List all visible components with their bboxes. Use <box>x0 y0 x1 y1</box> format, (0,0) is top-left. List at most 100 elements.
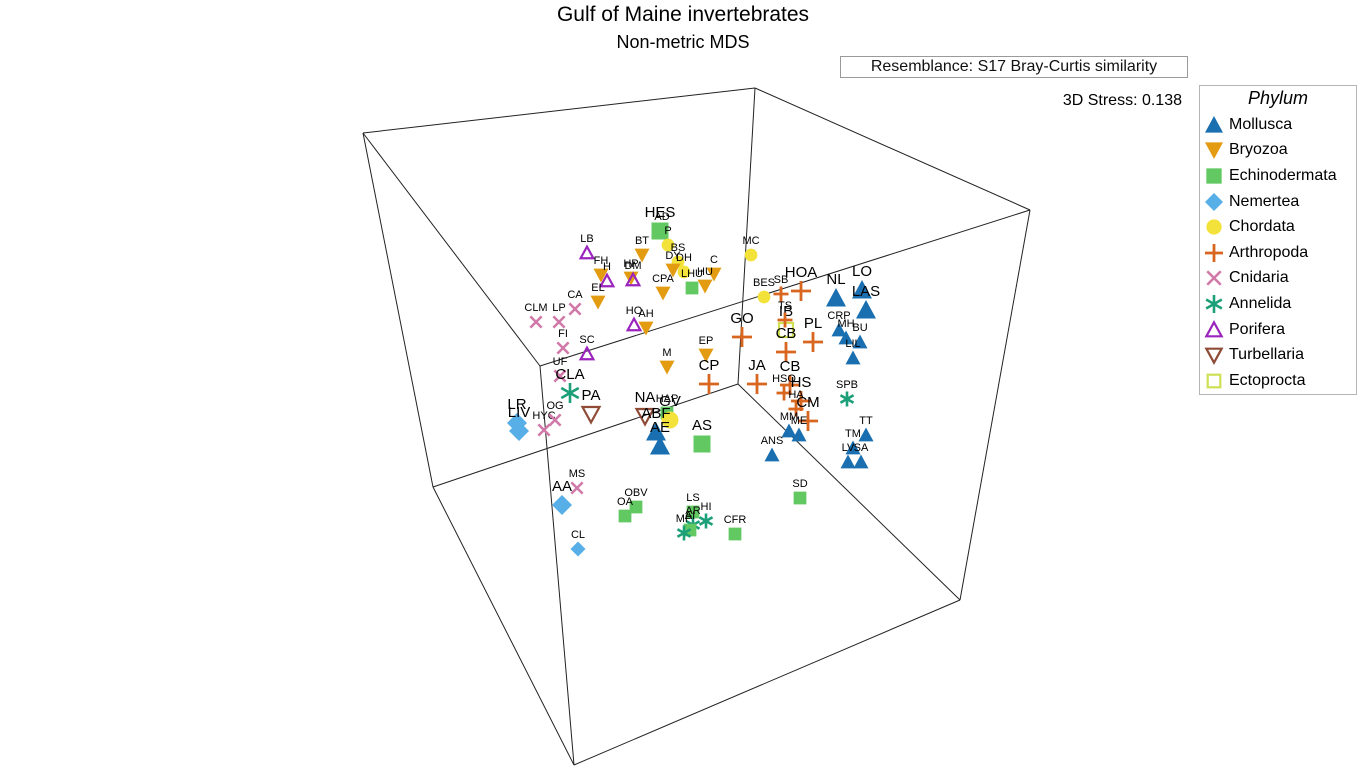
legend-item-porifera: Porifera <box>1200 317 1356 343</box>
legend-swatch-annelida <box>1205 294 1223 313</box>
point-hoa: HOA <box>785 264 817 301</box>
point-marker <box>552 495 572 515</box>
point-marker <box>578 244 596 260</box>
point-marker <box>777 312 793 328</box>
point-ls: LS <box>686 492 700 519</box>
point-marker <box>856 300 876 319</box>
point-marker <box>598 272 616 288</box>
point-label: FI <box>558 328 568 340</box>
point-marker <box>661 411 679 429</box>
point-clm: CLM <box>524 302 548 329</box>
point-label: TT <box>859 415 873 427</box>
point-marker <box>853 454 869 469</box>
point-marker <box>638 321 654 336</box>
point-label: SA <box>854 442 869 454</box>
chart-title: Gulf of Maine invertebrates <box>557 3 809 26</box>
point-obv: OBV <box>624 487 648 514</box>
point-label: ME <box>791 415 808 427</box>
point-label: UF <box>553 356 568 368</box>
legend-label-bryozoa: Bryozoa <box>1229 141 1288 159</box>
point-bes: BES <box>753 277 775 304</box>
point-marker <box>560 383 580 403</box>
cube-edge <box>539 209 1031 367</box>
point-label: LB <box>580 233 593 245</box>
point-label: AA <box>552 478 572 495</box>
point-label: DH <box>676 252 692 264</box>
point-marker <box>634 407 656 427</box>
point-ms: MS <box>569 468 585 495</box>
point-nl: NL <box>826 271 846 307</box>
point-marker <box>578 345 596 361</box>
legend-swatch-cnidaria <box>1206 270 1222 287</box>
point-marker <box>728 527 742 541</box>
legend-marker <box>1206 373 1222 389</box>
point-ad: AD <box>654 211 670 238</box>
legend-swatch-porifera <box>1204 319 1224 337</box>
point-label: BES <box>753 277 775 289</box>
legend-marker <box>1205 115 1223 133</box>
point-label: ANS <box>761 435 784 447</box>
legend-item-arthropoda: Arthropoda <box>1200 240 1356 266</box>
cube-edge <box>754 87 1031 211</box>
legend-label-annelida: Annelida <box>1229 294 1292 312</box>
point-marker <box>788 401 804 417</box>
point-marker <box>580 405 602 425</box>
legend-label-cnidaria: Cnidaria <box>1229 269 1289 287</box>
point-marker <box>773 286 789 302</box>
point-label: AI <box>685 510 695 522</box>
point-marker <box>757 290 771 304</box>
point-marker <box>677 265 691 279</box>
point-marker <box>840 454 856 469</box>
point-marker <box>509 421 529 441</box>
point-label: LS <box>686 492 699 504</box>
legend-label-ectoprocta: Ectoprocta <box>1229 371 1306 389</box>
cube-edge <box>539 365 575 766</box>
point-label: GO <box>730 310 753 327</box>
point-label: HU <box>697 266 713 278</box>
point-marker <box>852 334 868 349</box>
point-cpa: CPA <box>652 273 675 301</box>
point-label: SD <box>792 478 807 490</box>
point-label: LR <box>507 396 526 413</box>
point-label: LP <box>552 302 565 314</box>
point-label: AH <box>638 308 653 320</box>
point-label: MH <box>837 318 854 330</box>
point-label: HI <box>701 501 712 513</box>
point-pa: PA <box>580 387 602 425</box>
point-ah: AH <box>638 308 654 336</box>
point-liv: LIV <box>508 404 530 441</box>
point-marker <box>661 238 675 252</box>
point-marker <box>838 330 854 345</box>
point-marker <box>781 423 797 438</box>
point-cla: CLA <box>555 366 585 403</box>
point-dm: DM <box>624 260 642 287</box>
legend-marker <box>1205 142 1223 160</box>
point-aa: AA <box>552 478 572 515</box>
point-marker <box>852 280 872 299</box>
point-spb: SPB <box>836 379 858 407</box>
point-marker <box>529 315 543 329</box>
point-lv: LV <box>840 442 856 469</box>
point-marker <box>798 411 818 431</box>
point-marker <box>845 350 861 365</box>
point-dy: DY <box>665 250 681 278</box>
point-gv: GV <box>659 393 681 429</box>
legend-item-cnidaria: Cnidaria <box>1200 266 1356 292</box>
legend-item-turbellaria: Turbellaria <box>1200 342 1356 368</box>
cube-edge <box>362 87 756 134</box>
point-marker <box>732 327 752 347</box>
point-marker <box>553 369 567 383</box>
point-marker <box>776 385 792 401</box>
point-label: EL <box>591 282 604 294</box>
point-marker <box>744 248 758 262</box>
point-label: MP <box>676 513 693 525</box>
point-marker <box>537 423 551 437</box>
point-label: BU <box>852 322 867 334</box>
cube-edge <box>737 383 961 601</box>
point-mp: MP <box>676 513 693 541</box>
point-marker <box>764 447 780 462</box>
point-label: CL <box>571 529 585 541</box>
point-marker <box>659 360 675 375</box>
cube-edge <box>362 132 541 367</box>
